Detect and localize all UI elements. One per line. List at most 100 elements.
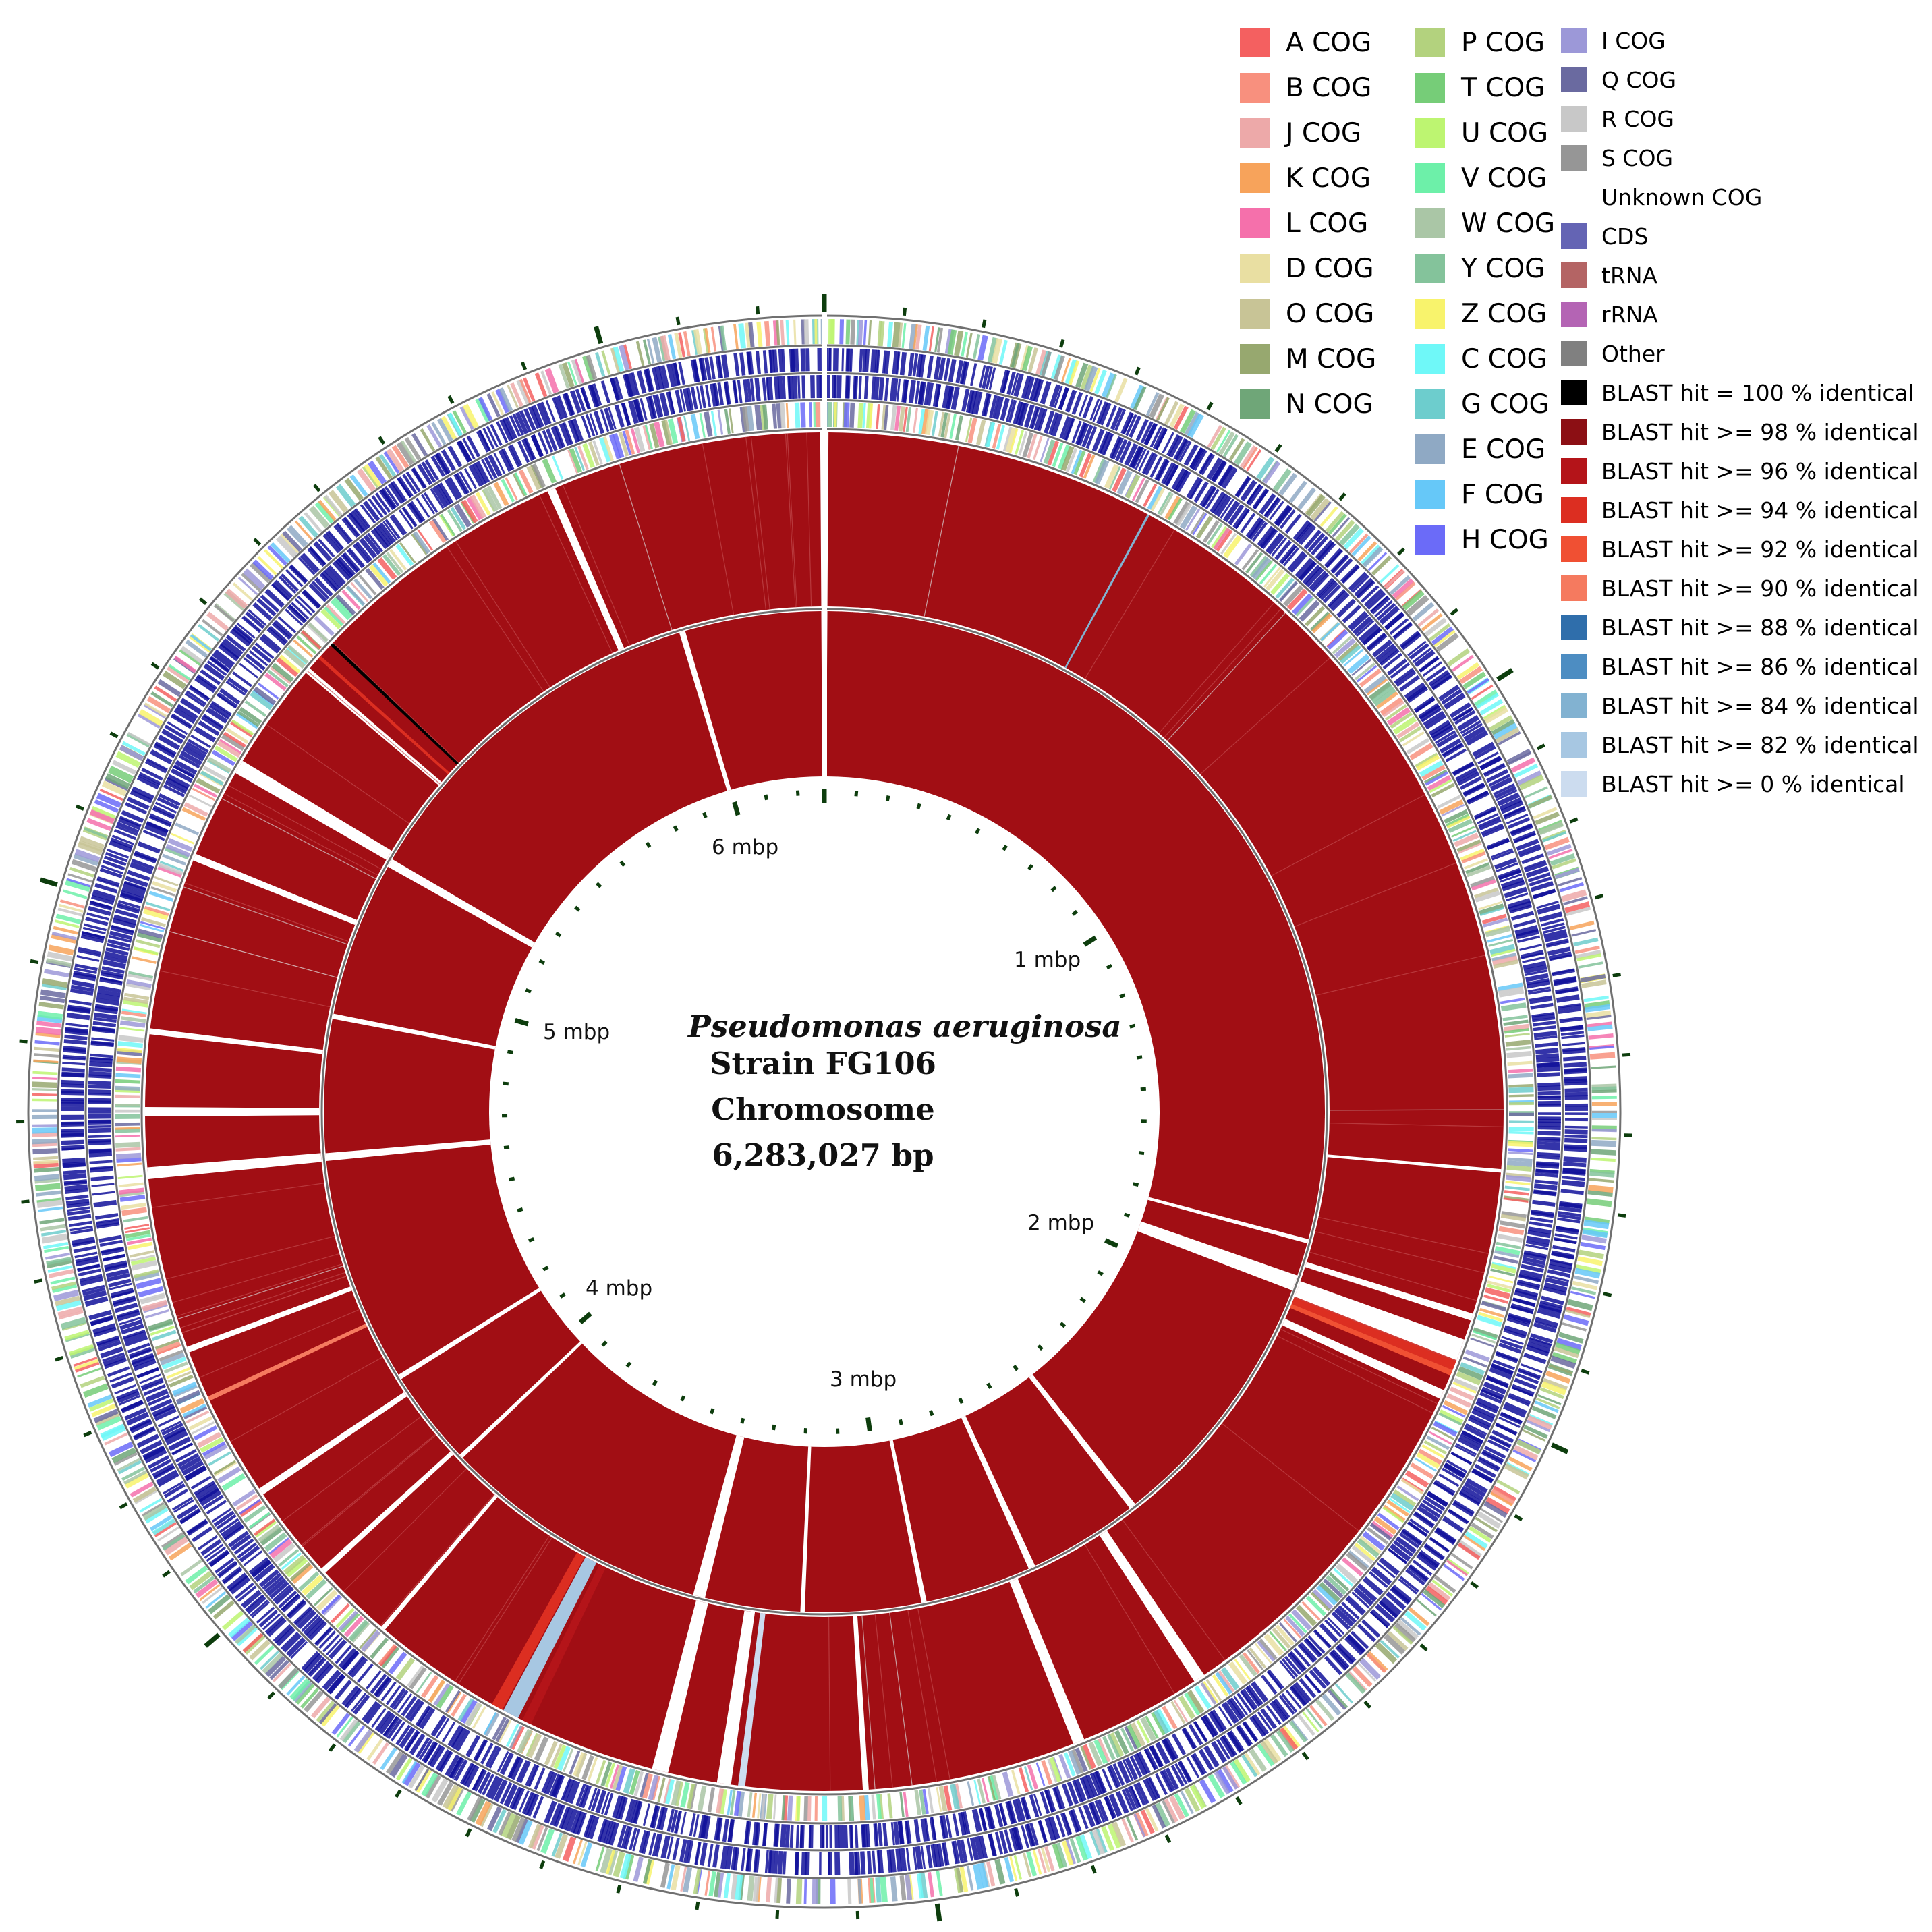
cog-feature <box>1292 593 1313 615</box>
cog-feature <box>1315 1585 1338 1606</box>
cog-feature <box>1587 1021 1612 1027</box>
cds-feature <box>1174 438 1189 461</box>
cog-feature <box>1218 431 1235 455</box>
cog-feature <box>623 1768 635 1794</box>
cds-feature <box>1479 755 1502 771</box>
cds-feature <box>1363 588 1384 608</box>
cog-feature <box>1337 642 1359 662</box>
cog-feature <box>501 478 515 503</box>
cog-feature <box>1143 483 1158 507</box>
cds-feature <box>353 1694 370 1715</box>
cds-feature <box>654 366 664 390</box>
cog-feature <box>115 1079 141 1084</box>
cog-feature <box>139 1498 163 1513</box>
cds-feature <box>74 963 98 971</box>
cds-feature <box>190 734 212 749</box>
cog-feature <box>1065 1840 1077 1865</box>
blast-line <box>1271 794 1425 876</box>
cds-feature <box>232 671 252 687</box>
cds-feature <box>1309 571 1328 591</box>
cds-feature <box>1452 708 1474 722</box>
cds-feature <box>336 556 356 577</box>
cog-feature <box>73 1357 98 1367</box>
cog-feature <box>1431 626 1454 646</box>
cds-feature <box>411 467 427 488</box>
cog-feature <box>1451 826 1475 838</box>
scale-tick <box>898 1419 903 1425</box>
cog-feature <box>1011 343 1020 368</box>
cog-feature <box>1566 907 1591 916</box>
cog-feature <box>1522 1429 1546 1442</box>
cog-feature <box>654 421 665 447</box>
cog-feature <box>779 403 786 429</box>
cds-feature <box>94 1012 117 1020</box>
cog-feature <box>1406 594 1429 616</box>
cog-feature <box>134 1269 159 1278</box>
cds-feature <box>1250 1681 1269 1703</box>
cog-feature <box>586 354 598 380</box>
cds-feature <box>1534 1179 1558 1185</box>
cds-feature <box>573 418 584 441</box>
cds-feature <box>204 1543 224 1559</box>
cds-feature <box>941 1842 948 1866</box>
cds-feature <box>988 367 996 391</box>
cds-feature <box>1303 530 1322 550</box>
cds-feature <box>1085 426 1098 449</box>
cog-feature <box>298 515 318 538</box>
cog-feature <box>1474 689 1499 708</box>
cds-feature <box>724 381 731 405</box>
cog-feature <box>438 514 455 537</box>
cog-feature <box>32 1148 58 1155</box>
cog-feature <box>1436 632 1459 652</box>
cog-feature <box>588 441 600 466</box>
cds-feature <box>1165 464 1179 486</box>
cog-feature <box>1439 799 1464 815</box>
cds-feature <box>1317 542 1336 562</box>
cds-feature <box>1405 1568 1425 1586</box>
cds-feature <box>282 1633 302 1653</box>
position-tick <box>1603 1292 1612 1297</box>
blast-line <box>223 793 378 876</box>
cds-feature <box>444 478 460 501</box>
cds-feature <box>1135 418 1149 441</box>
cog-feature <box>934 327 940 353</box>
cds-feature <box>1265 532 1282 552</box>
cds-feature <box>88 1071 112 1077</box>
cds-feature <box>499 1782 513 1805</box>
cog-feature <box>378 1644 397 1667</box>
cds-feature <box>315 1664 334 1684</box>
cds-feature <box>90 1166 113 1170</box>
cog-feature <box>193 1425 218 1441</box>
cds-feature <box>302 552 320 572</box>
cds-feature <box>107 848 130 859</box>
cds-feature <box>273 1624 293 1644</box>
cds-feature <box>1033 378 1044 403</box>
cds-feature <box>371 1707 387 1728</box>
scale-tick <box>1059 1322 1067 1328</box>
cds-feature <box>318 1630 337 1649</box>
cog-feature <box>781 1795 786 1821</box>
cds-feature <box>1092 399 1103 422</box>
cds-feature <box>61 1079 84 1085</box>
cog-feature <box>581 1755 594 1780</box>
cog-feature <box>48 1269 74 1278</box>
cds-feature <box>979 364 986 388</box>
cog-feature <box>482 487 499 512</box>
cds-feature <box>349 1657 368 1678</box>
cog-feature <box>32 1124 57 1127</box>
cds-feature <box>1414 650 1436 668</box>
cds-feature <box>1392 622 1413 640</box>
cog-feature <box>1516 1439 1541 1455</box>
cds-feature <box>1211 1740 1227 1763</box>
cds-feature <box>1442 743 1465 758</box>
blast-gap <box>398 1288 541 1380</box>
cog-feature <box>1195 515 1214 539</box>
cds-feature <box>1121 1789 1134 1811</box>
blast-line <box>230 1357 383 1442</box>
legend-swatch <box>1415 73 1445 103</box>
cog-feature <box>1429 778 1452 793</box>
cog-feature <box>1480 1508 1504 1523</box>
cog-feature <box>140 921 165 930</box>
cog-feature <box>1558 1332 1584 1344</box>
cds-feature <box>352 509 370 530</box>
